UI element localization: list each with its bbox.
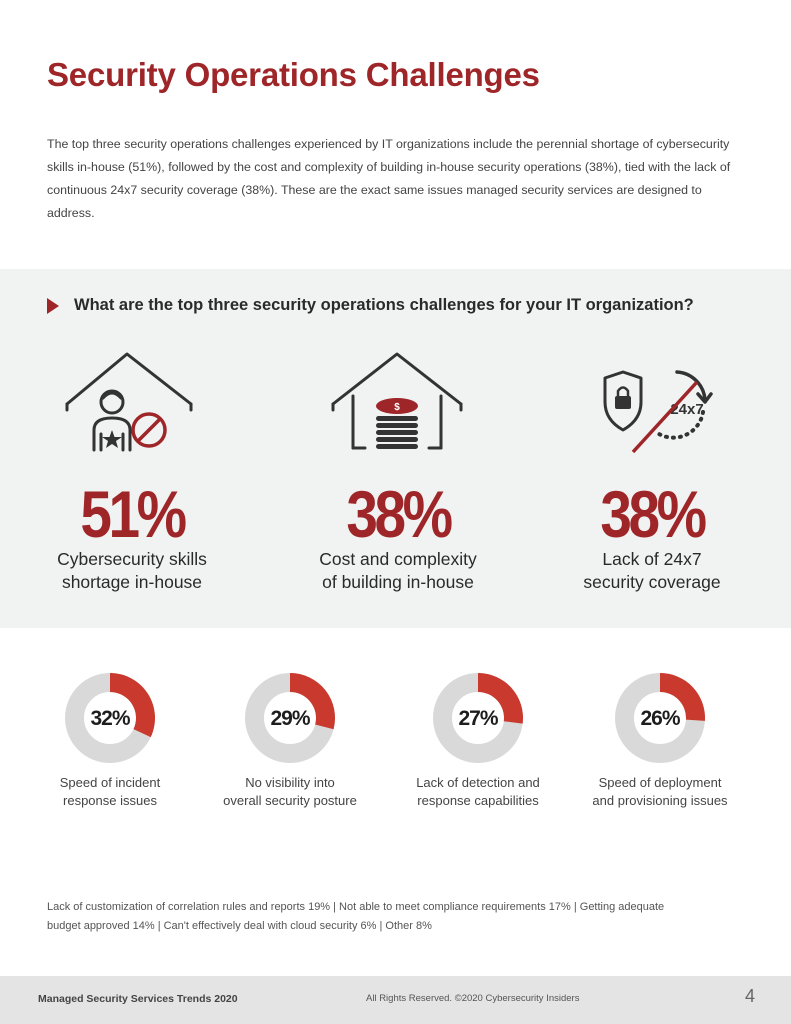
donut-chart: 32% <box>65 673 155 763</box>
donut-label: Lack of detection and response capabilit… <box>416 775 540 808</box>
stat-label: Cybersecurity skills shortage in-house <box>57 549 207 592</box>
stat-column: 24x7 38% Lack of 24x7 security coverage <box>532 350 772 594</box>
donut-label: Speed of deployment and provisioning iss… <box>592 775 728 808</box>
donut-segment <box>110 673 155 738</box>
other-responses: Lack of customization of correlation rul… <box>47 901 665 932</box>
footer-copyright: All Rights Reserved. ©2020 Cybersecurity… <box>366 993 580 1004</box>
footer: Managed Security Services Trends 2020 Al… <box>0 976 791 1024</box>
donut-label: No visibility into overall security post… <box>223 775 357 808</box>
donut-column: 32% Speed of incident response issues <box>15 672 205 810</box>
stat-column: $ 38% Cost and complexity of building in… <box>278 350 518 594</box>
stat-label: Lack of 24x7 security coverage <box>583 549 721 592</box>
stat-label: Cost and complexity of building in-house <box>319 549 477 592</box>
donut-column: 27% Lack of detection and response capab… <box>383 672 573 810</box>
donut-chart: 26% <box>615 673 705 763</box>
donut-label: Speed of incident response issues <box>59 775 161 808</box>
page-number: 4 <box>745 986 756 1006</box>
donut-column: 26% Speed of deployment and provisioning… <box>565 672 755 810</box>
footer-report-title: Managed Security Services Trends 2020 <box>38 993 238 1005</box>
donut-value: 27% <box>458 707 498 730</box>
intro-paragraph: The top three security operations challe… <box>47 137 731 220</box>
play-triangle-icon <box>47 297 59 314</box>
donut-value: 29% <box>270 707 310 730</box>
person-prohibited-house-icon <box>65 352 193 452</box>
donut-value: 32% <box>90 707 130 730</box>
donut-chart: 27% <box>433 673 523 763</box>
24x7-label: 24x7 <box>670 401 703 418</box>
donut-column: 29% No visibility into overall security … <box>195 672 385 810</box>
24x7-lock-cycle-icon: 24x7 <box>603 370 713 454</box>
coins-house-icon: $ <box>331 352 463 450</box>
page-title: Security Operations Challenges <box>47 56 540 93</box>
donut-chart: 29% <box>245 673 335 763</box>
svg-text:$: $ <box>394 402 400 413</box>
survey-question: What are the top three security operatio… <box>74 296 694 314</box>
stat-percent: 51% <box>80 477 187 551</box>
stat-column: 51% Cybersecurity skills shortage in-hou… <box>12 350 252 594</box>
stat-percent: 38% <box>600 477 707 551</box>
donut-segment <box>478 673 523 724</box>
donut-segment <box>290 673 335 730</box>
donut-segment <box>660 673 705 721</box>
donut-value: 26% <box>640 707 680 730</box>
stat-percent: 38% <box>346 477 453 551</box>
question-row: What are the top three security operatio… <box>47 296 694 315</box>
